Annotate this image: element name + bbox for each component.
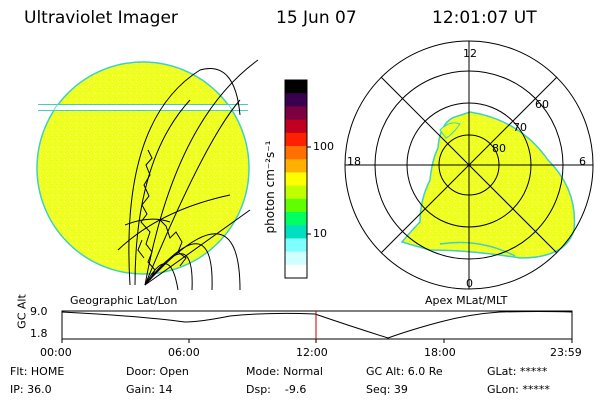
altitude-x-tick-3: 18:00 <box>424 346 456 359</box>
time-label: 12:01:07 UT <box>432 8 537 28</box>
status-gc-alt: GC Alt: 6.0 Re <box>366 365 443 378</box>
instrument-title: Ultraviolet Imager <box>24 8 178 28</box>
altitude-y-tick-1-8: 1.8 <box>30 327 48 340</box>
colorbar-stripe <box>285 93 307 107</box>
colorbar-stripe <box>285 185 307 200</box>
date-label: 15 Jun 07 <box>276 8 357 28</box>
colorbar <box>285 80 307 279</box>
status-mode: Mode: Normal <box>246 365 323 378</box>
left-panel-caption: Geographic Lat/Lon <box>70 294 178 307</box>
geo-grid-lines <box>117 59 259 291</box>
colorbar-stripe <box>285 106 307 121</box>
colorbar-stripe <box>285 172 307 187</box>
mlt-label-12: 12 <box>463 47 477 60</box>
colorbar-stripe <box>285 146 307 160</box>
altitude-y-label: GC Alt <box>15 294 29 329</box>
status-dsp: Dsp: -9.6 <box>246 383 307 396</box>
status-gain: Gain: 14 <box>126 383 173 396</box>
colorbar-stripe <box>285 212 307 226</box>
mlt-label-6: 6 <box>579 155 586 168</box>
status-ip: IP: 36.0 <box>10 383 52 396</box>
colorbar-stripe <box>285 159 307 173</box>
altitude-x-tick-0: 00:00 <box>40 346 72 359</box>
status-glon: GLon: ***** <box>487 383 550 396</box>
mlat-label-60: 60 <box>535 98 549 111</box>
colorbar-unit-label: photon cm⁻²s⁻¹ <box>263 140 277 234</box>
polar-image <box>400 111 576 259</box>
colorbar-stripe <box>285 132 307 147</box>
colorbar-stripe <box>285 80 307 94</box>
colorbar-stripe <box>285 225 307 239</box>
mlt-label-18: 18 <box>347 155 361 168</box>
status-flight: Flt: HOME <box>10 365 65 378</box>
geographic-image <box>36 61 250 275</box>
colorbar-stripe <box>285 119 307 134</box>
right-panel-caption: Apex MLat/MLT <box>425 294 508 307</box>
colorbar-tick-100: 100 <box>313 140 334 153</box>
colorbar-stripe <box>285 238 307 253</box>
status-door: Door: Open <box>126 365 189 378</box>
altitude-x-tick-1: 06:00 <box>168 346 200 359</box>
altitude-x-tick-2: 12:00 <box>296 346 328 359</box>
mlat-label-80: 80 <box>492 142 506 155</box>
mlt-label-0: 0 <box>466 277 473 290</box>
altitude-y-tick-9: 9.0 <box>30 305 48 318</box>
altitude-x-tick-4: 23:59 <box>550 346 582 359</box>
status-seq: Seq: 39 <box>366 383 408 396</box>
polar-grid <box>344 40 594 290</box>
coastline <box>137 149 187 281</box>
colorbar-stripe <box>285 251 307 266</box>
mlat-label-70: 70 <box>513 121 527 134</box>
colorbar-stripe <box>285 198 307 213</box>
status-glat: GLat: ***** <box>487 365 548 378</box>
colorbar-stripe <box>285 264 307 279</box>
colorbar-tick-10: 10 <box>313 227 327 240</box>
altitude-plot <box>61 310 573 343</box>
